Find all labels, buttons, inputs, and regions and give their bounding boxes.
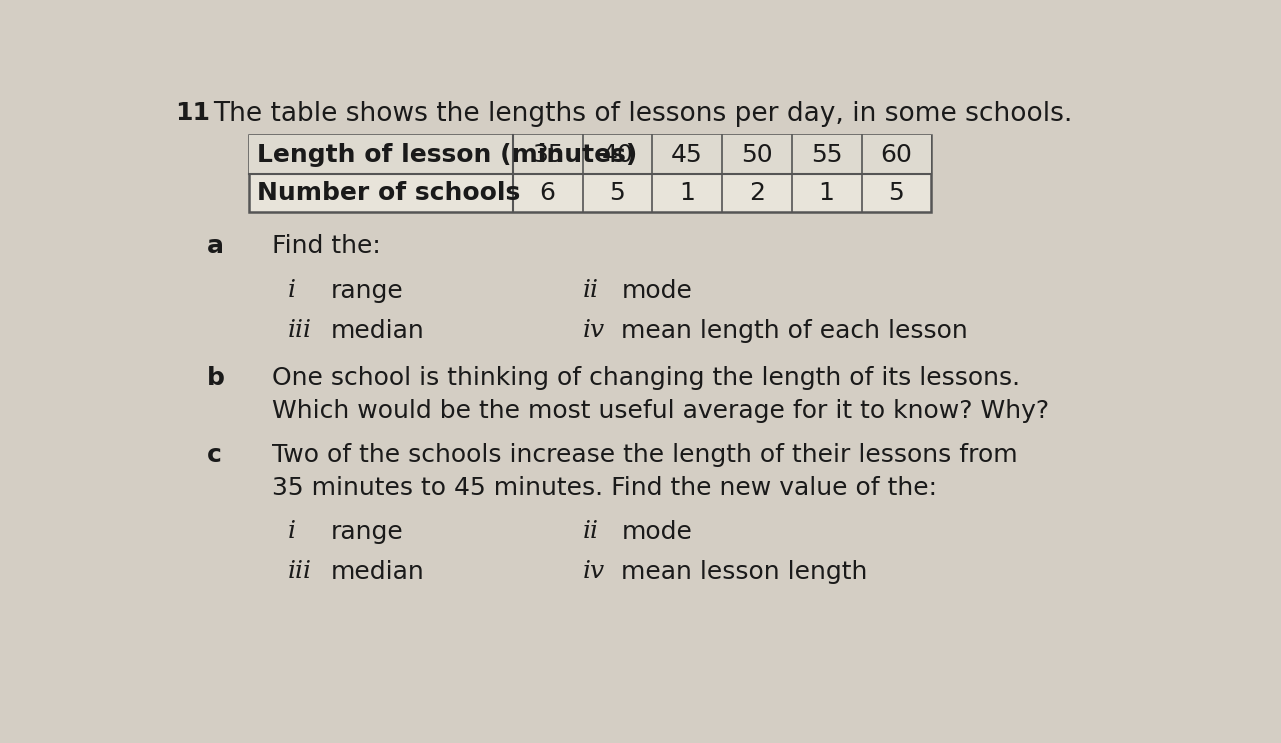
Text: median: median <box>330 319 424 343</box>
Text: mode: mode <box>621 520 692 545</box>
Text: ii: ii <box>583 279 598 302</box>
Text: 5: 5 <box>889 181 904 205</box>
Text: 45: 45 <box>671 143 703 166</box>
Bar <box>250 135 931 212</box>
Text: 60: 60 <box>880 143 912 166</box>
Text: median: median <box>330 560 424 585</box>
Text: range: range <box>330 279 404 302</box>
Text: 50: 50 <box>742 143 772 166</box>
Text: 1: 1 <box>679 181 696 205</box>
Text: 1: 1 <box>819 181 834 205</box>
Text: Two of the schools increase the length of their lessons from: Two of the schools increase the length o… <box>273 444 1018 467</box>
Text: Length of lesson (minutes): Length of lesson (minutes) <box>257 143 637 166</box>
Text: iv: iv <box>583 560 605 583</box>
Text: iv: iv <box>583 319 605 342</box>
Text: mean length of each lesson: mean length of each lesson <box>621 319 968 343</box>
Text: iii: iii <box>288 319 313 342</box>
Text: 40: 40 <box>602 143 633 166</box>
Text: 35: 35 <box>532 143 564 166</box>
Text: mode: mode <box>621 279 692 302</box>
Text: 35 minutes to 45 minutes. Find the new value of the:: 35 minutes to 45 minutes. Find the new v… <box>273 476 938 500</box>
Bar <box>250 135 931 174</box>
Text: iii: iii <box>288 560 313 583</box>
Text: Find the:: Find the: <box>273 234 382 258</box>
Text: The table shows the lengths of lessons per day, in some schools.: The table shows the lengths of lessons p… <box>213 101 1072 127</box>
Text: ii: ii <box>583 520 598 543</box>
Text: 5: 5 <box>610 181 625 205</box>
Text: 11: 11 <box>175 101 210 125</box>
Text: 55: 55 <box>811 143 843 166</box>
Text: b: b <box>206 366 224 390</box>
Text: mean lesson length: mean lesson length <box>621 560 867 585</box>
Text: i: i <box>288 279 296 302</box>
Text: 2: 2 <box>749 181 765 205</box>
Text: Which would be the most useful average for it to know? Why?: Which would be the most useful average f… <box>273 399 1049 423</box>
Text: Number of schools: Number of schools <box>257 181 520 205</box>
Text: c: c <box>206 444 222 467</box>
Text: i: i <box>288 520 296 543</box>
Text: a: a <box>206 234 224 258</box>
Text: 6: 6 <box>539 181 556 205</box>
Text: range: range <box>330 520 404 545</box>
Text: One school is thinking of changing the length of its lessons.: One school is thinking of changing the l… <box>273 366 1021 390</box>
